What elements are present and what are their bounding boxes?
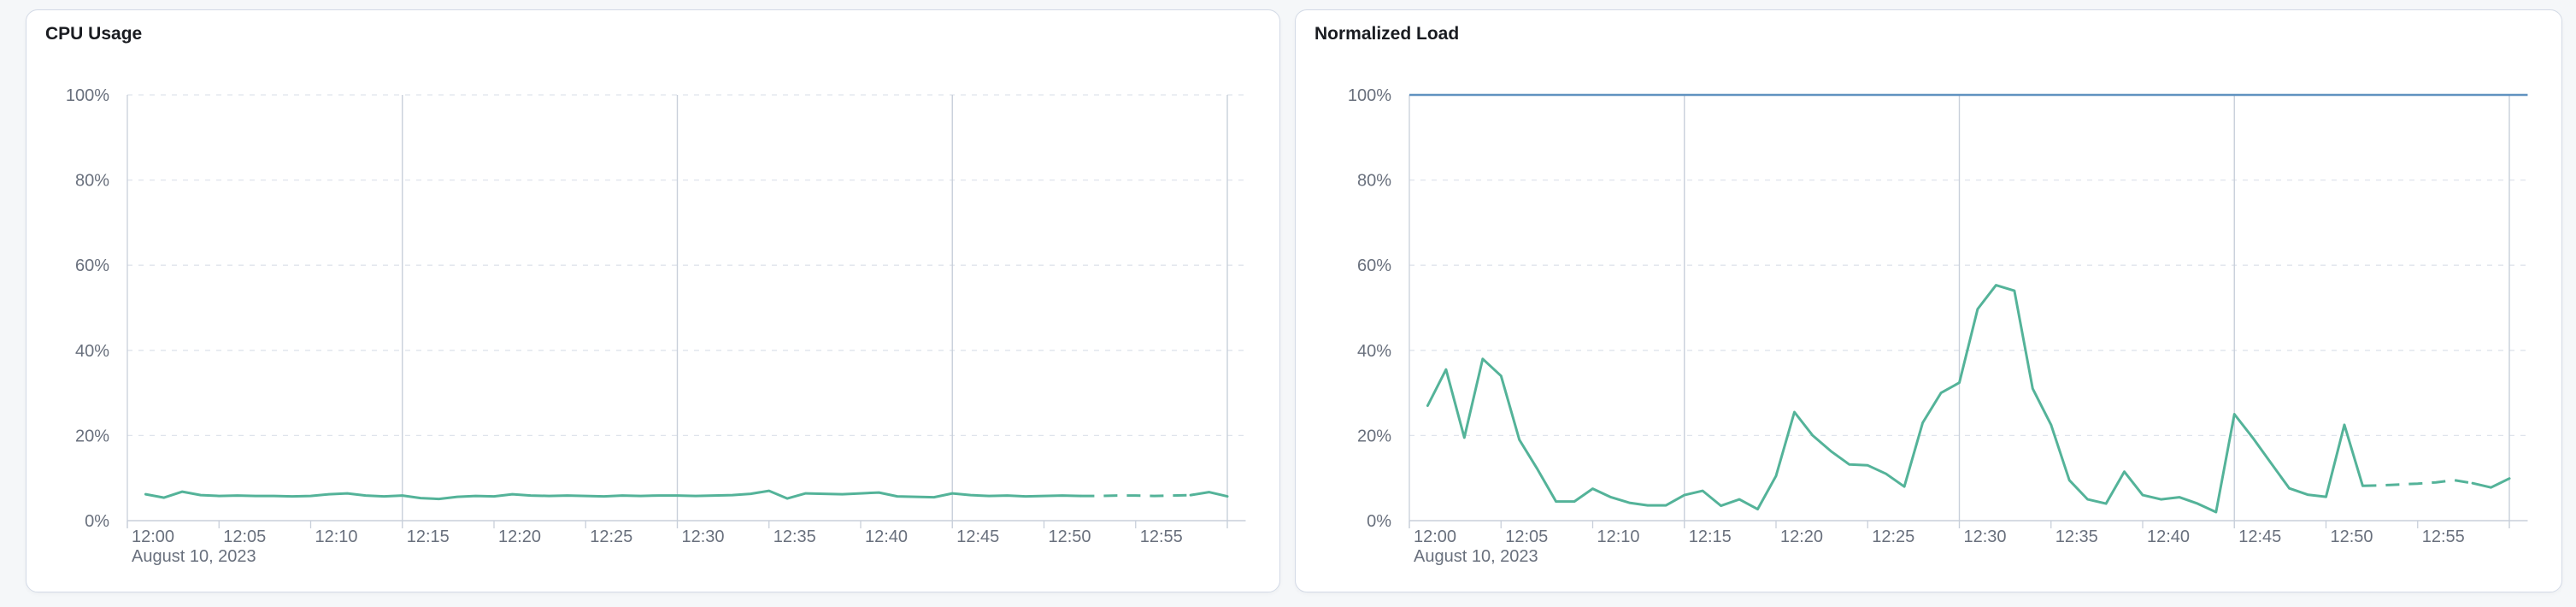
x-tick-label: 12:25 xyxy=(1872,527,1914,546)
x-tick-label: 12:35 xyxy=(2056,527,2098,546)
panel-title-cpu-usage: CPU Usage xyxy=(45,24,143,44)
series-line-solid-tail xyxy=(2471,477,2511,489)
x-tick-label: 12:45 xyxy=(2238,527,2281,546)
normalized-load-chart[interactable]: 12:00 12:05 12:10 12:15 12:20 12:25 12:30 12:35… xyxy=(1296,10,2563,593)
y-tick-label: 20% xyxy=(1357,427,1391,445)
x-tick-label: 12:55 xyxy=(1140,527,1183,546)
x-axis-date-label: August 10, 2023 xyxy=(1414,547,1538,566)
x-tick-label: 12:40 xyxy=(2147,527,2190,546)
x-tick-label: 12:25 xyxy=(590,527,632,546)
x-tick-label: 12:15 xyxy=(1689,527,1732,546)
y-tick-label: 60% xyxy=(1357,256,1391,275)
series-line-solid-tail xyxy=(1189,491,1229,498)
series-line-solid xyxy=(144,489,1082,501)
x-tick-label: 12:50 xyxy=(1049,527,1091,546)
y-tick-label: 0% xyxy=(1367,512,1391,531)
x-tick-label: 12:45 xyxy=(956,527,999,546)
y-tick-label: 0% xyxy=(85,512,109,531)
x-tick-label: 12:10 xyxy=(1597,527,1640,546)
x-tick-label: 12:35 xyxy=(773,527,816,546)
series-line-dashed-forecast xyxy=(2362,479,2473,487)
x-tick-label: 12:05 xyxy=(223,527,266,546)
x-tick-label: 12:30 xyxy=(1964,527,2007,546)
y-tick-label: 80% xyxy=(75,172,109,191)
x-tick-label: 12:00 xyxy=(132,527,174,546)
x-tick-label: 12:55 xyxy=(2422,527,2465,546)
cpu-usage-chart[interactable]: 12:00 12:05 12:10 12:15 12:20 12:25 12:30 12:35… xyxy=(26,10,1281,593)
series-line-solid xyxy=(1426,284,2364,514)
y-tick-label: 100% xyxy=(1348,86,1391,105)
x-tick-label: 12:20 xyxy=(498,527,541,546)
x-tick-label: 12:10 xyxy=(315,527,358,546)
normalized-load-panel: Normalized Load 12:00 12:05 12:10 12:15 12:2… xyxy=(1295,9,2562,592)
y-tick-label: 20% xyxy=(75,427,109,445)
x-tick-label: 12:50 xyxy=(2331,527,2373,546)
y-tick-label: 100% xyxy=(66,86,109,105)
x-tick-label: 12:15 xyxy=(407,527,450,546)
x-tick-label: 12:00 xyxy=(1414,527,1456,546)
y-tick-label: 40% xyxy=(1357,342,1391,361)
x-tick-label: 12:40 xyxy=(865,527,908,546)
x-tick-label: 12:20 xyxy=(1780,527,1823,546)
panel-title-normalized-load: Normalized Load xyxy=(1314,24,1460,44)
y-tick-label: 40% xyxy=(75,342,109,361)
series-line-dashed-forecast xyxy=(1080,493,1191,498)
cpu-usage-panel: CPU Usage 12:00 12:05 12:10 12:15 12:20 12:25… xyxy=(26,9,1280,592)
x-tick-label: 12:30 xyxy=(682,527,725,546)
x-axis-date-label: August 10, 2023 xyxy=(132,547,256,566)
x-tick-label: 12:05 xyxy=(1505,527,1548,546)
y-tick-label: 80% xyxy=(1357,172,1391,191)
y-tick-label: 60% xyxy=(75,256,109,275)
